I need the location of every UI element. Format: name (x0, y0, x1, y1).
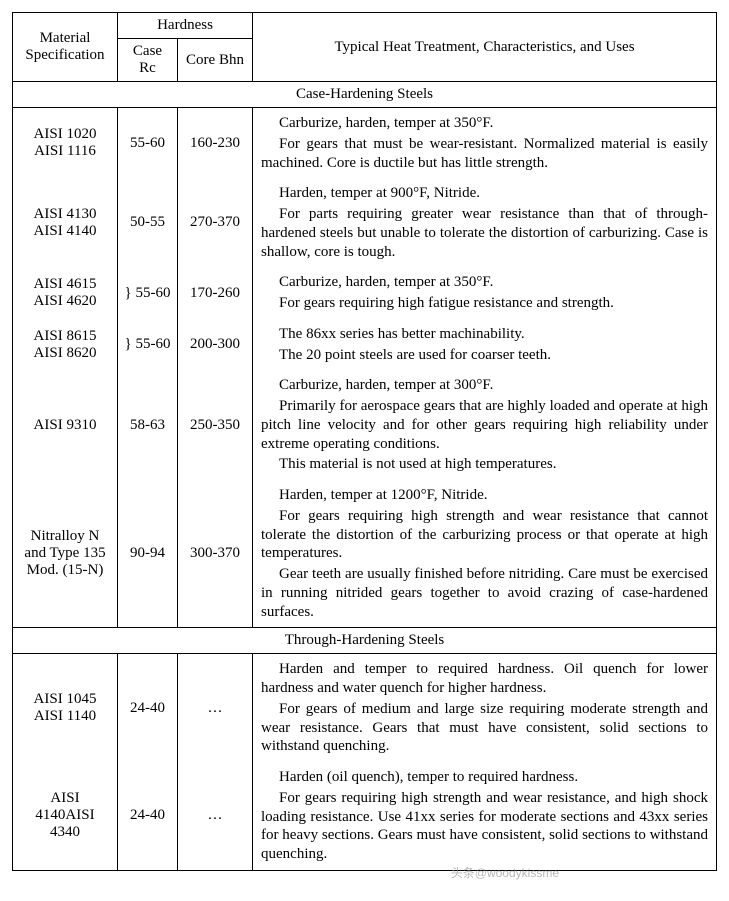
desc-line: Carburize, harden, temper at 350°F. (261, 273, 708, 292)
material-cell: AISI 1045 AISI 1140 (13, 654, 118, 762)
material-cell: AISI 4130 AISI 4140 (13, 178, 118, 267)
material-line: AISI 1116 (34, 143, 96, 159)
desc-line: This material is not used at high temper… (261, 455, 708, 474)
desc-line: For gears of medium and large size requi… (261, 700, 708, 756)
core-bhn-cell: … (178, 654, 253, 762)
hdr-uses: Typical Heat Treatment, Characteristics,… (253, 13, 717, 82)
material-line: AISI 4615 (34, 276, 97, 292)
material-cell: AISI 1020 AISI 1116 (13, 108, 118, 179)
desc-line: For gears requiring high strength and we… (261, 789, 708, 864)
material-line: AISI 4140 (34, 223, 97, 239)
case-rc-cell: 24-40 (118, 654, 178, 762)
materials-table: Material Specification Hardness Typical … (12, 12, 717, 871)
core-bhn-cell: … (178, 762, 253, 870)
table-row: AISI 4140AISI 4340 24-40 … Harden (oil q… (13, 762, 717, 870)
core-bhn-cell: 170-260 (178, 267, 253, 319)
section-title-1: Case-Hardening Steels (13, 82, 717, 108)
table-row: Nitralloy N and Type 135 Mod. (15-N) 90-… (13, 480, 717, 628)
section-case-hardening: Case-Hardening Steels (13, 82, 717, 108)
desc-line: Gear teeth are usually finished before n… (261, 565, 708, 621)
table-row: AISI 4615 AISI 4620 } 55-60 170-260 Carb… (13, 267, 717, 319)
material-line: AISI 8620 (34, 345, 97, 361)
core-bhn-cell: 270-370 (178, 178, 253, 267)
hdr-core-bhn: Core Bhn (178, 39, 253, 82)
case-rc-cell: 50-55 (118, 178, 178, 267)
table-row: AISI 4130 AISI 4140 50-55 270-370 Harden… (13, 178, 717, 267)
description-cell: Harden, temper at 1200°F, Nitride. For g… (253, 480, 717, 628)
material-cell: AISI 9310 (13, 370, 118, 480)
material-line: AISI 4620 (34, 293, 97, 309)
core-bhn-cell: 300-370 (178, 480, 253, 628)
desc-line: The 86xx series has better machinability… (261, 325, 708, 344)
desc-line: Harden and temper to required hardness. … (261, 660, 708, 698)
material-line: AISI 1140 (34, 708, 96, 724)
description-cell: Carburize, harden, temper at 300°F. Prim… (253, 370, 717, 480)
description-cell: Harden, temper at 900°F, Nitride. For pa… (253, 178, 717, 267)
core-bhn-cell: 200-300 (178, 319, 253, 371)
desc-line: For gears requiring high strength and we… (261, 507, 708, 563)
desc-line: Harden (oil quench), temper to required … (261, 768, 708, 787)
material-line: AISI 8615 (34, 328, 97, 344)
description-cell: Harden and temper to required hardness. … (253, 654, 717, 762)
case-rc-cell: 24-40 (118, 762, 178, 870)
material-line: 4340 (50, 824, 80, 840)
material-line: AISI 1045 (34, 691, 97, 707)
case-rc-cell: 58-63 (118, 370, 178, 480)
header-row-1: Material Specification Hardness Typical … (13, 13, 717, 39)
desc-line: Primarily for aerospace gears that are h… (261, 397, 708, 453)
table-row: AISI 8615 AISI 8620 } 55-60 200-300 The … (13, 319, 717, 371)
section-title-2: Through-Hardening Steels (13, 628, 717, 654)
desc-line: Harden, temper at 1200°F, Nitride. (261, 486, 708, 505)
desc-line: For gears that must be wear-resistant. N… (261, 135, 708, 173)
core-bhn-cell: 250-350 (178, 370, 253, 480)
desc-line: For gears requiring high fatigue resista… (261, 294, 708, 313)
desc-line: The 20 point steels are used for coarser… (261, 346, 708, 365)
material-cell: AISI 4140AISI 4340 (13, 762, 118, 870)
case-rc-cell: } 55-60 (118, 267, 178, 319)
material-line: AISI 1020 (34, 126, 97, 142)
material-cell: AISI 4615 AISI 4620 (13, 267, 118, 319)
material-line: Mod. (15-N) (27, 562, 104, 578)
desc-line: Harden, temper at 900°F, Nitride. (261, 184, 708, 203)
case-rc-cell: } 55-60 (118, 319, 178, 371)
desc-line: Carburize, harden, temper at 350°F. (261, 114, 708, 133)
material-line: and Type 135 (24, 545, 105, 561)
hdr-case-rc: Case Rc (118, 39, 178, 82)
table-row: AISI 1020 AISI 1116 55-60 160-230 Carbur… (13, 108, 717, 179)
material-cell: AISI 8615 AISI 8620 (13, 319, 118, 371)
description-cell: The 86xx series has better machinability… (253, 319, 717, 371)
hdr-material: Material Specification (13, 13, 118, 82)
desc-line: Carburize, harden, temper at 300°F. (261, 376, 708, 395)
material-line: AISI 4130 (34, 206, 97, 222)
description-cell: Carburize, harden, temper at 350°F. For … (253, 267, 717, 319)
material-line: AISI (50, 790, 79, 806)
section-through-hardening: Through-Hardening Steels (13, 628, 717, 654)
material-line: AISI 9310 (34, 417, 97, 433)
material-cell: Nitralloy N and Type 135 Mod. (15-N) (13, 480, 118, 628)
description-cell: Carburize, harden, temper at 350°F. For … (253, 108, 717, 179)
hdr-hardness: Hardness (118, 13, 253, 39)
desc-line: For parts requiring greater wear resista… (261, 205, 708, 261)
material-line: 4140AISI (35, 807, 94, 823)
case-rc-cell: 55-60 (118, 108, 178, 179)
table-row: AISI 9310 58-63 250-350 Carburize, harde… (13, 370, 717, 480)
description-cell: Harden (oil quench), temper to required … (253, 762, 717, 870)
case-rc-cell: 90-94 (118, 480, 178, 628)
core-bhn-cell: 160-230 (178, 108, 253, 179)
table-row: AISI 1045 AISI 1140 24-40 … Harden and t… (13, 654, 717, 762)
material-line: Nitralloy N (31, 528, 100, 544)
